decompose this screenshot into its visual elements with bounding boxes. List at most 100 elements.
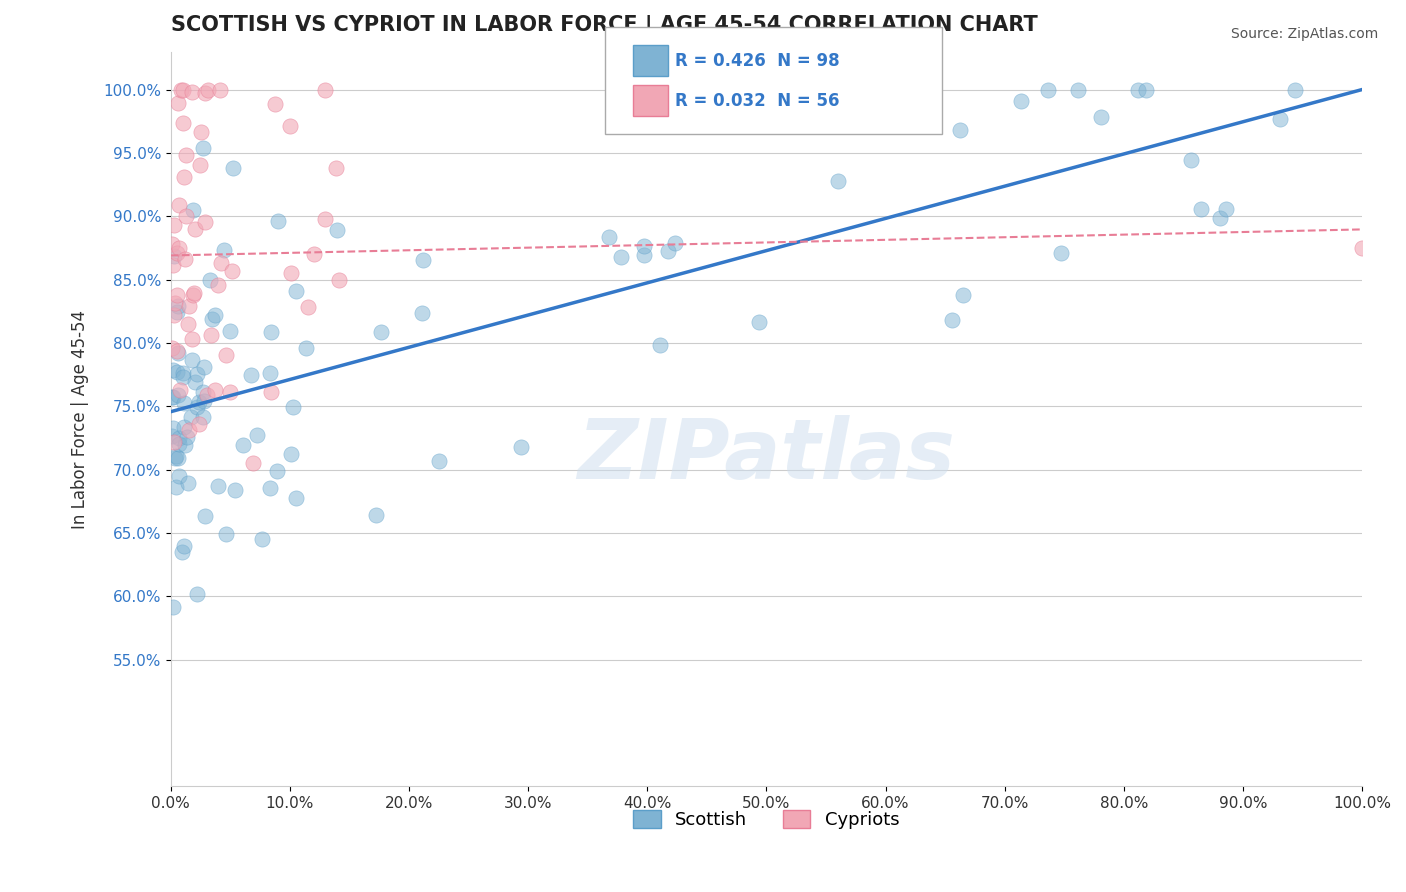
Scottish	[370, 325, 392, 339]
Scottish	[167, 431, 190, 445]
Scottish	[952, 287, 974, 301]
Cypriots	[160, 237, 183, 252]
Scottish	[1180, 153, 1202, 167]
Scottish	[793, 83, 815, 97]
Cypriots	[166, 344, 188, 359]
Scottish	[326, 223, 349, 237]
Scottish	[427, 453, 450, 467]
Scottish	[193, 394, 215, 409]
Cypriots	[278, 119, 301, 133]
Scottish	[193, 410, 215, 425]
Scottish	[194, 508, 217, 523]
Cypriots	[166, 287, 188, 301]
Cypriots	[166, 95, 188, 110]
Cypriots	[163, 435, 186, 450]
Scottish	[170, 545, 193, 559]
Scottish	[180, 353, 202, 368]
Cypriots	[1351, 241, 1374, 255]
Scottish	[172, 366, 194, 380]
Scottish	[1010, 94, 1032, 108]
Cypriots	[315, 211, 337, 226]
Cypriots	[188, 417, 211, 431]
Scottish	[285, 491, 308, 505]
Cypriots	[195, 388, 218, 402]
Scottish	[250, 533, 273, 547]
Scottish	[280, 447, 302, 461]
Scottish	[162, 390, 184, 404]
Scottish	[633, 238, 655, 252]
Scottish	[219, 324, 242, 338]
Cypriots	[184, 221, 207, 235]
Cypriots	[163, 218, 186, 232]
Scottish	[215, 527, 238, 541]
Scottish	[160, 390, 183, 404]
Cypriots	[209, 255, 232, 269]
Text: ZIPatlas: ZIPatlas	[578, 416, 955, 496]
Cypriots	[181, 86, 204, 100]
Scottish	[181, 202, 204, 217]
Text: R = 0.426  N = 98: R = 0.426 N = 98	[675, 52, 839, 70]
Scottish	[167, 468, 190, 483]
Scottish	[657, 244, 679, 258]
Scottish	[412, 253, 434, 268]
Scottish	[232, 438, 254, 452]
Cypriots	[179, 423, 201, 437]
Scottish	[212, 243, 235, 257]
Scottish	[224, 483, 246, 497]
Scottish	[193, 141, 215, 155]
Cypriots	[169, 383, 191, 397]
Cypriots	[174, 209, 197, 223]
Scottish	[510, 440, 533, 454]
Scottish	[173, 419, 195, 434]
Scottish	[191, 384, 214, 399]
Scottish	[167, 388, 190, 402]
Cypriots	[200, 327, 222, 342]
Scottish	[167, 299, 190, 313]
Scottish	[173, 395, 195, 409]
Cypriots	[170, 83, 193, 97]
Legend: Scottish, Cypriots: Scottish, Cypriots	[626, 803, 907, 836]
Cypriots	[208, 83, 231, 97]
Scottish	[176, 476, 198, 491]
Scottish	[664, 235, 686, 250]
Text: Source: ZipAtlas.com: Source: ZipAtlas.com	[1230, 27, 1378, 41]
Scottish	[827, 174, 849, 188]
Scottish	[1135, 83, 1157, 97]
Cypriots	[328, 273, 350, 287]
Scottish	[166, 451, 188, 466]
Cypriots	[181, 287, 204, 301]
Scottish	[259, 366, 281, 380]
Cypriots	[167, 241, 190, 255]
Cypriots	[190, 125, 212, 139]
Scottish	[284, 284, 307, 298]
Y-axis label: In Labor Force | Age 45-54: In Labor Force | Age 45-54	[72, 310, 89, 529]
Scottish	[165, 449, 187, 463]
Scottish	[166, 305, 188, 319]
Scottish	[174, 438, 197, 452]
Cypriots	[280, 266, 302, 280]
Cypriots	[325, 161, 347, 175]
Cypriots	[302, 247, 325, 261]
Scottish	[167, 345, 190, 359]
Scottish	[180, 410, 202, 425]
Scottish	[949, 123, 972, 137]
Scottish	[188, 394, 211, 409]
Scottish	[186, 367, 208, 381]
Cypriots	[204, 384, 226, 398]
Cypriots	[219, 384, 242, 399]
Scottish	[1189, 202, 1212, 216]
Scottish	[1036, 83, 1059, 97]
Scottish	[184, 376, 207, 390]
Cypriots	[162, 308, 184, 322]
Scottish	[1284, 83, 1306, 97]
Scottish	[364, 508, 387, 522]
Scottish	[1090, 111, 1112, 125]
Cypriots	[172, 83, 194, 97]
Scottish	[163, 450, 186, 465]
Cypriots	[197, 83, 219, 97]
Scottish	[162, 421, 184, 435]
Scottish	[186, 400, 208, 414]
Cypriots	[174, 147, 197, 161]
Scottish	[166, 365, 188, 379]
Scottish	[1215, 202, 1237, 216]
